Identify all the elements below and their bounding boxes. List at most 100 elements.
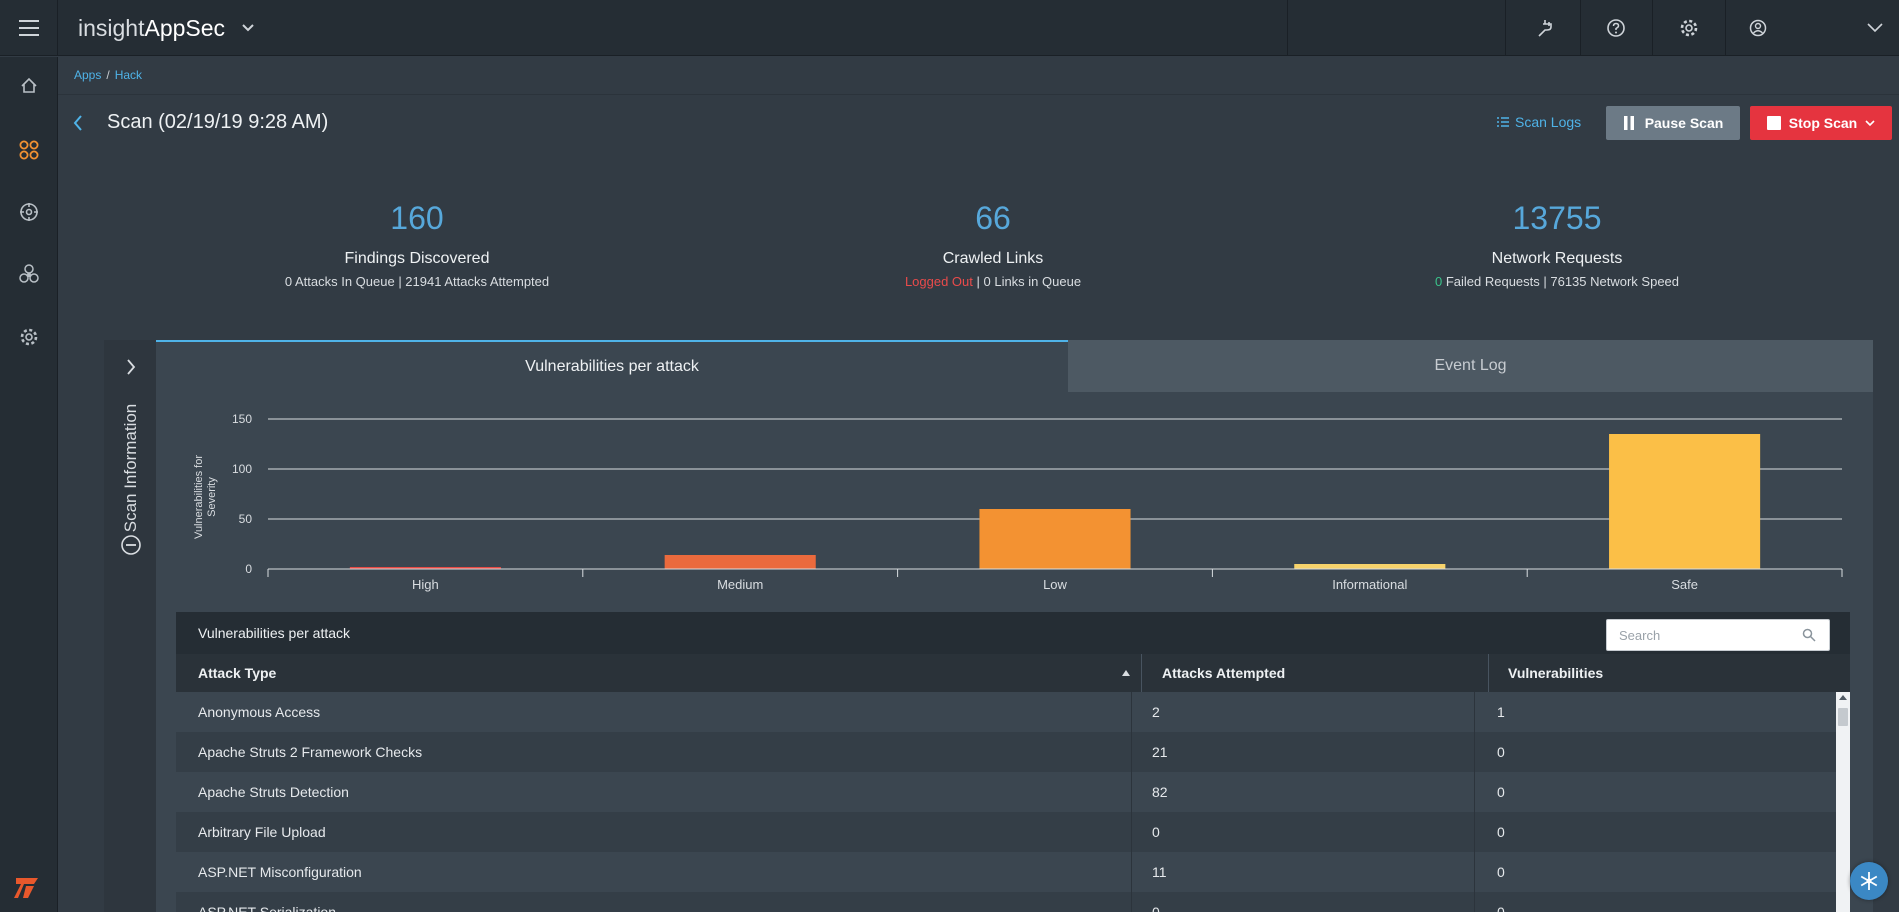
user-icon[interactable] — [1738, 0, 1778, 56]
help-circle-icon[interactable] — [1580, 0, 1652, 56]
vulnerabilities-table: Vulnerabilities per attack Attack Type A… — [176, 612, 1850, 912]
cell-divider — [1131, 892, 1132, 912]
hamburger-menu-button[interactable] — [0, 0, 58, 56]
search-icon[interactable] — [1802, 628, 1816, 642]
cell-divider — [1131, 732, 1132, 772]
breadcrumb-hack-link[interactable]: Hack — [114, 68, 143, 82]
pause-scan-label: Pause Scan — [1644, 115, 1724, 131]
cell-vulnerabilities: 0 — [1497, 904, 1505, 912]
cell-divider — [1131, 812, 1132, 852]
back-chevron-icon[interactable] — [70, 112, 86, 134]
table-row[interactable]: Apache Struts Detection 82 0 — [176, 772, 1836, 812]
table-row[interactable]: ASP.NET Serialization 0 0 — [176, 892, 1836, 912]
settings-gear-icon[interactable] — [0, 317, 58, 357]
scan-logs-link[interactable]: Scan Logs — [1497, 114, 1581, 130]
chevron-down-icon — [1865, 119, 1875, 126]
column-header-vulnerabilities[interactable]: Vulnerabilities — [1508, 665, 1604, 681]
x-tick-label: Safe — [1671, 577, 1698, 592]
cell-attacks-attempted: 82 — [1152, 784, 1168, 800]
table-row[interactable]: Apache Struts 2 Framework Checks 21 0 — [176, 732, 1836, 772]
x-tick-label: Low — [1043, 577, 1067, 592]
links-in-queue: | 0 Links in Queue — [972, 274, 1082, 289]
bar-high[interactable] — [349, 567, 501, 569]
brand-logo[interactable]: insight AppSec — [78, 0, 225, 56]
y-tick-label: 150 — [232, 412, 252, 426]
apps-icon[interactable] — [0, 130, 58, 170]
cell-vulnerabilities: 1 — [1497, 704, 1505, 720]
stat-findings-label: Findings Discovered — [344, 250, 490, 267]
y-tick-label: 50 — [239, 512, 253, 526]
y-tick-label: 0 — [245, 562, 252, 576]
cell-divider — [1474, 692, 1475, 732]
stat-network-label: Network Requests — [1491, 250, 1623, 267]
expand-chevron-icon[interactable] — [120, 356, 142, 378]
cell-attacks-attempted: 21 — [1152, 744, 1168, 760]
stop-scan-button[interactable]: Stop Scan — [1750, 106, 1892, 140]
hamburger-icon — [18, 27, 39, 29]
help-bubble-button[interactable] — [1850, 862, 1888, 900]
user-menu-chevron-icon[interactable] — [1860, 0, 1890, 56]
column-divider — [1488, 654, 1489, 692]
column-header-attacks-attempted[interactable]: Attacks Attempted — [1162, 665, 1286, 681]
biohazard-icon[interactable] — [0, 254, 58, 294]
table-row[interactable]: Arbitrary File Upload 0 0 — [176, 812, 1836, 852]
column-header-attack-type[interactable]: Attack Type — [198, 665, 277, 681]
target-icon[interactable] — [0, 192, 58, 232]
scan-information-strip — [104, 340, 156, 912]
rapid7-logo[interactable] — [12, 872, 42, 902]
tab-event-log[interactable]: Event Log — [1068, 340, 1873, 392]
network-speed: Failed Requests | 76135 Network Speed — [1442, 274, 1680, 289]
cell-attack-type: Apache Struts 2 Framework Checks — [198, 744, 423, 760]
scan-information-label[interactable]: Scan Information — [121, 403, 140, 533]
bar-informational[interactable] — [1294, 564, 1446, 569]
scroll-up-arrow-icon[interactable] — [1839, 695, 1847, 700]
table-row[interactable]: Anonymous Access 2 1 — [176, 692, 1836, 732]
page-title: Scan (02/19/19 9:28 AM) — [107, 111, 329, 133]
top-divider — [1652, 0, 1653, 56]
bar-medium[interactable] — [664, 555, 816, 569]
cell-attacks-attempted: 11 — [1152, 864, 1167, 880]
table-row[interactable]: ASP.NET Misconfiguration 11 0 — [176, 852, 1836, 892]
stat-findings-sub: 0 Attacks In Queue | 21941 Attacks Attem… — [284, 274, 550, 289]
collapse-circle-icon[interactable] — [120, 534, 142, 556]
product-switcher-chevron-icon[interactable] — [238, 18, 258, 38]
bar-low[interactable] — [979, 509, 1131, 569]
y-axis-label-continued: Severity — [206, 477, 218, 517]
scroll-thumb[interactable] — [1838, 708, 1848, 726]
cell-attack-type: Anonymous Access — [198, 704, 321, 720]
top-divider — [1287, 0, 1288, 56]
stat-findings: 160 Findings Discovered 0 Attacks In Que… — [207, 198, 627, 289]
home-icon[interactable] — [0, 66, 58, 106]
gear-icon[interactable] — [1652, 0, 1725, 56]
top-bar: insight AppSec — [0, 0, 1899, 56]
cell-attack-type: ASP.NET Serialization — [198, 904, 336, 912]
severity-bar-chart: Vulnerabilities for Severity 0 50 100 150 H… — [193, 412, 1843, 592]
pause-scan-button[interactable]: Pause Scan — [1606, 106, 1740, 140]
x-tick-label: Medium — [717, 577, 763, 592]
table-title: Vulnerabilities per attack — [198, 625, 351, 641]
stat-crawled-sub: Logged Out | 0 Links in Queue — [783, 274, 1203, 289]
bar-safe[interactable] — [1609, 434, 1761, 569]
search-input[interactable] — [1606, 619, 1830, 651]
cell-attack-type: Apache Struts Detection — [198, 784, 349, 800]
stat-network-sub: 0 Failed Requests | 76135 Network Speed — [1347, 274, 1767, 289]
plug-icon[interactable] — [1505, 0, 1580, 56]
sort-ascending-icon[interactable] — [1122, 670, 1130, 676]
cell-vulnerabilities: 0 — [1497, 864, 1505, 880]
table-scrollbar[interactable] — [1836, 692, 1850, 912]
stat-network-value: 13755 — [1512, 200, 1602, 236]
cell-divider — [1131, 852, 1132, 892]
cell-divider — [1474, 892, 1475, 912]
stop-icon — [1766, 116, 1781, 130]
cell-vulnerabilities: 0 — [1497, 784, 1505, 800]
snowflake-icon — [1860, 872, 1878, 890]
y-axis-label: Vulnerabilities for — [193, 455, 205, 539]
stat-crawled-label: Crawled Links — [942, 250, 1044, 267]
stat-crawled-value: 66 — [975, 200, 1011, 236]
breadcrumb-apps-link[interactable]: Apps — [74, 68, 102, 82]
stat-network-requests: 13755 Network Requests 0 Failed Requests… — [1347, 198, 1767, 289]
cell-vulnerabilities: 0 — [1497, 824, 1505, 840]
tab-vulnerabilities-per-attack[interactable]: Vulnerabilities per attack — [156, 340, 1068, 392]
stat-findings-value: 160 — [390, 200, 444, 236]
brand-light: insight — [78, 14, 145, 41]
